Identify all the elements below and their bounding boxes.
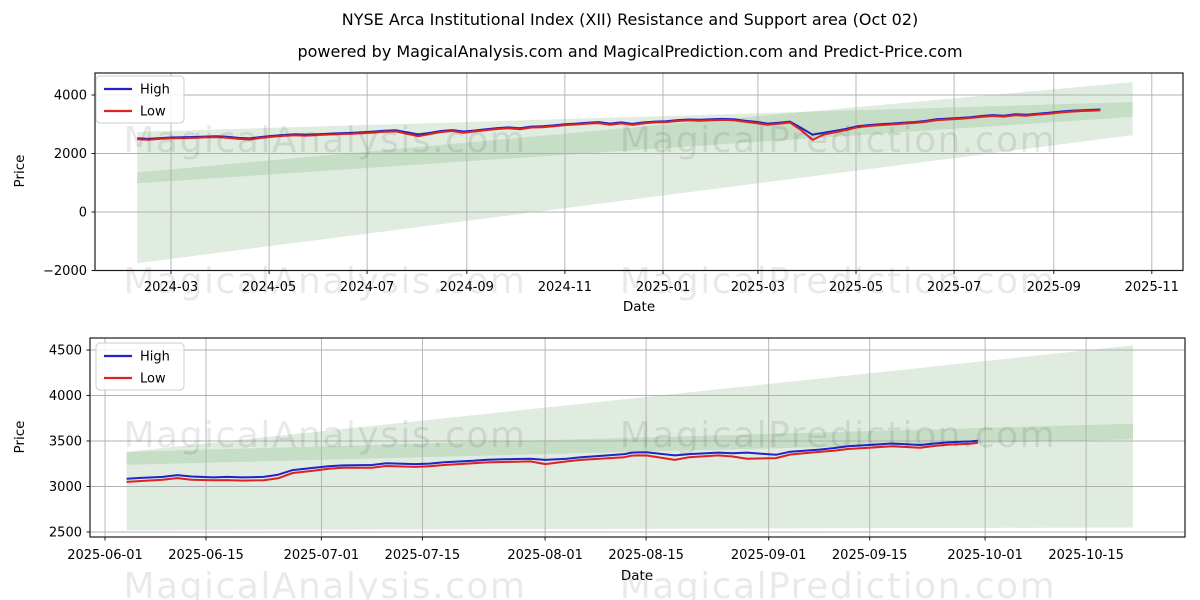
y-tick-label: 0 <box>79 206 87 221</box>
overview-axes-frame <box>94 72 1184 272</box>
detail-fan-areas <box>126 345 1134 531</box>
x-tick-label: 2025-08-15 <box>608 548 684 563</box>
watermark-text: MagicalAnalysis.com <box>124 566 527 600</box>
detail-legend: High Low <box>95 342 185 391</box>
watermark-text: MagicalPrediction.com <box>620 261 1057 302</box>
watermark-text: MagicalAnalysis.com <box>124 415 527 456</box>
x-tick-label: 2025-07-01 <box>284 548 360 563</box>
legend-label-high: High <box>140 83 170 98</box>
overview-x-tick-labels: 2024-03 2024-05 2024-07 2024-09 2024-11 2025-… <box>144 280 1179 295</box>
x-tick-label: 2024-09 <box>440 280 494 295</box>
x-tick-label: 2025-06-01 <box>67 548 143 563</box>
watermark-text: MagicalPrediction.com <box>620 415 1057 456</box>
high-line <box>126 439 978 480</box>
fan-area <box>137 82 1133 264</box>
x-tick-label: 2025-08-01 <box>507 548 583 563</box>
overview-xlabel: Date <box>623 299 655 315</box>
x-tick-label: 2024-05 <box>242 280 296 295</box>
x-tick-label: 2025-03 <box>731 280 785 295</box>
watermark-text: MagicalPrediction.com <box>620 120 1057 161</box>
overview-y-tick-labels: −2000 0 2000 4000 <box>43 89 87 280</box>
overview-legend: High Low <box>95 75 185 124</box>
overview-fan-areas <box>137 82 1133 264</box>
fan-area <box>137 102 1133 184</box>
legend-label-high: High <box>140 350 170 365</box>
x-tick-label: 2025-01 <box>636 280 690 295</box>
detail-ticks <box>86 349 1087 541</box>
x-tick-label: 2025-05 <box>829 280 883 295</box>
fan-area <box>126 423 1134 465</box>
legend-label-low: Low <box>140 372 166 387</box>
y-tick-label: 3000 <box>49 480 82 495</box>
x-tick-label: 2025-06-15 <box>168 548 244 563</box>
x-tick-label: 2025-10-01 <box>947 548 1023 563</box>
overview-ylabel: Price <box>12 155 28 188</box>
low-line <box>137 109 1101 141</box>
figure-title: NYSE Arca Institutional Index (XII) Resi… <box>341 10 919 29</box>
detail-xlabel: Date <box>621 568 653 584</box>
detail-ylabel: Price <box>12 421 28 454</box>
overview-chart: 2024-03 2024-05 2024-07 2024-09 2024-11 2025-… <box>12 72 1184 315</box>
watermark-text: MagicalAnalysis.com <box>124 261 527 302</box>
detail-x-tick-labels: 2025-06-01 2025-06-15 2025-07-01 2025-07-15… <box>67 548 1124 563</box>
y-tick-label: 4000 <box>54 89 87 104</box>
x-tick-label: 2025-09-15 <box>832 548 908 563</box>
x-tick-label: 2025-09 <box>1027 280 1081 295</box>
x-tick-label: 2025-11 <box>1125 280 1179 295</box>
watermark-text: MagicalAnalysis.com <box>124 120 527 161</box>
x-tick-label: 2025-07-15 <box>385 548 461 563</box>
y-tick-label: 2500 <box>49 526 82 541</box>
y-tick-label: 4000 <box>49 389 82 404</box>
x-tick-label: 2025-10-15 <box>1048 548 1124 563</box>
watermark-text: MagicalPrediction.com <box>620 566 1057 600</box>
y-tick-label: −2000 <box>43 264 87 279</box>
x-tick-label: 2024-07 <box>340 280 394 295</box>
x-tick-label: 2024-11 <box>538 280 592 295</box>
fan-area <box>126 345 1134 531</box>
detail-chart: 2025-06-01 2025-06-15 2025-07-01 2025-07-15… <box>12 337 1186 584</box>
x-tick-label: 2024-03 <box>144 280 198 295</box>
detail-axes-frame <box>89 337 1186 538</box>
y-tick-label: 2000 <box>54 147 87 162</box>
y-tick-label: 3500 <box>49 435 82 450</box>
y-tick-label: 4500 <box>49 344 82 359</box>
x-tick-label: 2025-09-01 <box>731 548 807 563</box>
legend-label-low: Low <box>140 105 166 120</box>
detail-grid <box>90 338 1185 537</box>
low-line <box>126 441 979 483</box>
figure-subtitle: powered by MagicalAnalysis.com and Magic… <box>297 42 963 61</box>
detail-y-tick-labels: 2500 3000 3500 4000 4500 <box>49 344 82 541</box>
watermarks: MagicalAnalysis.com MagicalPrediction.com… <box>124 120 1057 600</box>
overview-ticks <box>91 94 1153 274</box>
x-tick-label: 2025-07 <box>927 280 981 295</box>
